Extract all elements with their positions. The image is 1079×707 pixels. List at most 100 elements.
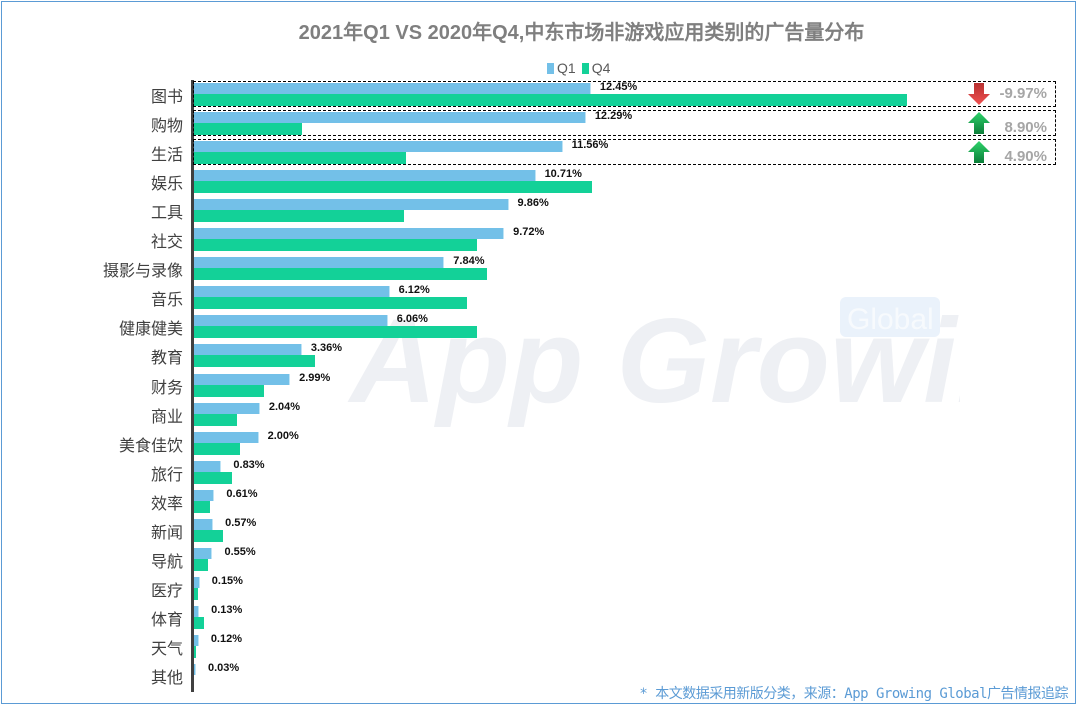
category-label: 社交 xyxy=(150,234,183,252)
legend-swatch-q4 xyxy=(581,62,589,74)
value-label-q1: 0.15% xyxy=(211,574,243,587)
bar-row: 健康健美 6.06% xyxy=(0,312,1079,341)
legend-item-q1: Q1 xyxy=(547,60,576,76)
value-label-q1: 3.36% xyxy=(310,342,343,355)
bar-q4 xyxy=(194,558,208,571)
value-label-q1: 6.06% xyxy=(396,313,428,326)
value-label-q1: 10.71% xyxy=(544,168,582,181)
category-label: 财务 xyxy=(150,379,183,397)
legend-item-q4: Q4 xyxy=(581,60,610,76)
legend: Q1 Q4 xyxy=(547,59,616,77)
highlight-box: -9.97% xyxy=(193,81,1056,107)
bar-q4 xyxy=(194,297,468,310)
bar-q1 xyxy=(194,402,260,414)
bar-q1 xyxy=(194,489,215,501)
change-label: 8.90% xyxy=(1004,119,1047,137)
value-label-q1: 0.03% xyxy=(207,662,240,674)
category-label: 健康健美 xyxy=(118,321,183,339)
category-label: 旅行 xyxy=(150,466,183,484)
category-label: 体育 xyxy=(150,611,183,629)
bar-q4 xyxy=(194,616,204,629)
value-label-q1: 2.00% xyxy=(267,429,299,442)
bar-row: 新闻 0.57% xyxy=(0,516,1079,545)
value-label-q1: 2.99% xyxy=(299,371,331,384)
value-label-q1: 0.55% xyxy=(224,545,256,558)
bar-row: 医疗 0.15% xyxy=(0,574,1079,603)
bar-row: 体育 0.13% xyxy=(0,603,1079,632)
category-label: 教育 xyxy=(150,350,183,368)
bar-row: 音乐 6.12% xyxy=(0,283,1079,312)
value-label-q1: 11.56% xyxy=(571,139,609,152)
arrow-up-icon xyxy=(968,141,990,164)
bar-q1 xyxy=(194,547,213,559)
chart-title: 2021年Q1 VS 2020年Q4,中东市场非游戏应用类别的广告量分布 xyxy=(298,22,865,44)
bar-q4 xyxy=(194,587,199,600)
bar-q1 xyxy=(194,518,214,530)
category-label: 摄影与录像 xyxy=(102,263,183,281)
value-label-q1: 7.84% xyxy=(453,255,485,268)
bar-q4 xyxy=(194,94,907,106)
bar-q4 xyxy=(194,326,478,339)
bar-q1 xyxy=(194,431,259,443)
bar-q4 xyxy=(194,268,487,281)
category-label: 导航 xyxy=(150,553,183,571)
bar-row: 效率 0.61% xyxy=(0,487,1079,516)
value-label-q1: 0.12% xyxy=(210,632,243,645)
category-label: 图书 xyxy=(150,89,183,106)
bar-q4 xyxy=(194,529,223,542)
bar-row: 导航 0.55% xyxy=(0,545,1079,574)
bar-row: 工具 9.86% xyxy=(0,196,1079,225)
category-label: 天气 xyxy=(150,640,183,658)
bar-q4 xyxy=(194,500,210,513)
value-label-q1: 0.13% xyxy=(211,603,243,616)
bar-q1 xyxy=(194,257,445,269)
bar-row: 商业 2.04% xyxy=(0,400,1079,429)
bar-q1 xyxy=(194,228,505,240)
bar-q1 xyxy=(194,634,199,646)
category-label: 新闻 xyxy=(150,524,183,542)
bar-row: 财务 2.99% xyxy=(0,371,1079,400)
bar-row: 其他 0.03% xyxy=(0,661,1079,690)
value-label-q1: 2.04% xyxy=(268,400,301,413)
category-label: 商业 xyxy=(150,408,183,426)
bar-q4 xyxy=(194,239,478,252)
value-label-q1: 0.57% xyxy=(225,516,257,529)
bar-q1 xyxy=(194,460,222,472)
category-label: 美食佳饮 xyxy=(118,437,183,455)
bar-q4 xyxy=(194,413,237,426)
arrow-down-icon xyxy=(968,83,990,105)
bar-q4 xyxy=(194,471,233,484)
highlight-box: 4.90% xyxy=(193,139,1056,166)
change-label: -9.97% xyxy=(999,85,1047,102)
bar-row: 社交 9.72% xyxy=(0,225,1079,254)
value-label-q1: 6.12% xyxy=(398,284,430,297)
value-label-q1: 9.72% xyxy=(513,226,545,239)
bar-q1 xyxy=(194,112,586,124)
value-label-q1: 9.86% xyxy=(517,197,549,210)
bar-q4 xyxy=(194,152,406,165)
arrow-up-icon xyxy=(968,112,990,135)
bar-q1 xyxy=(194,286,390,298)
bar-q1 xyxy=(194,664,196,675)
bar-row: 生活 11.56% xyxy=(0,138,1079,167)
bar-q4 xyxy=(194,181,592,194)
bar-q1 xyxy=(194,170,536,182)
value-label-q1: 0.61% xyxy=(226,487,258,500)
highlight-box: 8.90% xyxy=(193,110,1056,137)
bar-q1 xyxy=(194,344,302,356)
bar-q1 xyxy=(194,141,563,153)
category-label: 工具 xyxy=(150,205,183,223)
value-label-q1: 12.45% xyxy=(599,81,638,93)
bar-row: 图书 12.45% xyxy=(0,80,1079,109)
category-label: 购物 xyxy=(150,118,183,136)
bar-q1 xyxy=(194,83,591,94)
category-label: 音乐 xyxy=(150,292,183,310)
bar-q4 xyxy=(194,645,197,658)
bar-row: 购物 12.29% xyxy=(0,109,1079,138)
bar-q4 xyxy=(194,123,302,136)
bar-row: 旅行 0.83% xyxy=(0,458,1079,487)
bar-row: 娱乐 10.71% xyxy=(0,167,1079,196)
bar-row: 天气 0.12% xyxy=(0,632,1079,661)
bar-q1 xyxy=(194,199,509,211)
bar-q4 xyxy=(194,355,315,368)
